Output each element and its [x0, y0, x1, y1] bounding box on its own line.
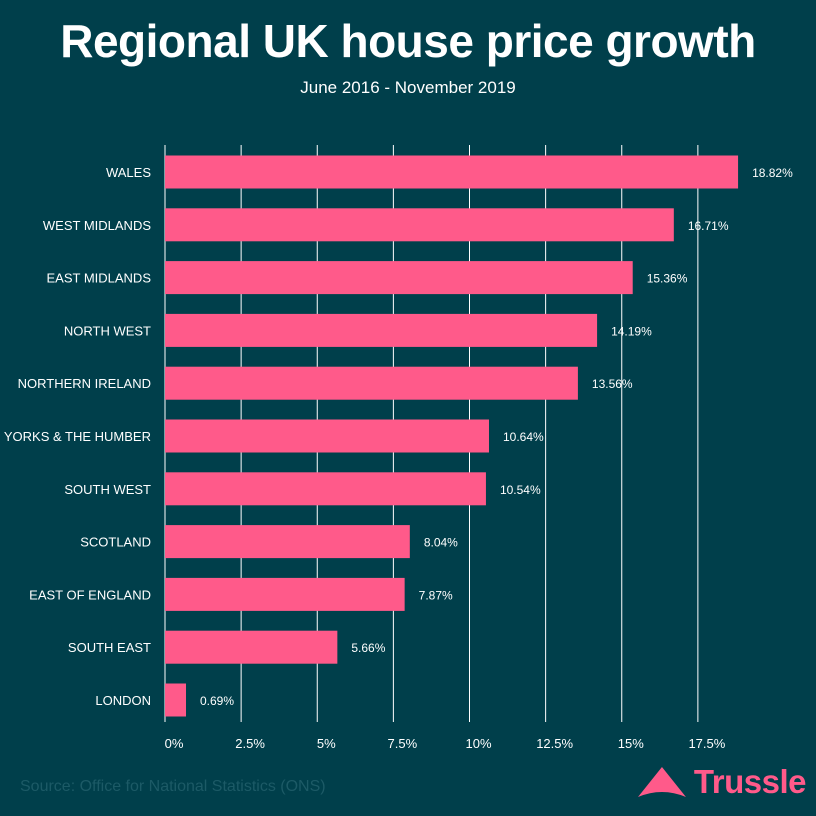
value-label: 7.87%: [419, 588, 453, 602]
bar: [165, 472, 486, 506]
value-label: 5.66%: [351, 641, 385, 655]
category-label: EAST OF ENGLAND: [29, 587, 151, 602]
category-label: WALES: [106, 165, 151, 180]
value-label: 16.71%: [688, 219, 729, 233]
x-tick-label: 15%: [618, 736, 644, 751]
x-tick-label: 5%: [317, 736, 336, 751]
category-label: YORKS & THE HUMBER: [4, 429, 151, 444]
x-tick-label: 10%: [465, 736, 491, 751]
value-label: 13.56%: [592, 377, 633, 391]
x-tick-label: 12.5%: [536, 736, 573, 751]
category-label: NORTHERN IRELAND: [18, 376, 151, 391]
bar: [165, 155, 739, 189]
bar: [165, 525, 410, 559]
category-label: WEST MIDLANDS: [43, 218, 151, 233]
bar: [165, 577, 405, 611]
x-tick-label: 17.5%: [688, 736, 725, 751]
bar: [165, 313, 598, 347]
value-label: 10.64%: [503, 430, 544, 444]
x-tick-label: 7.5%: [388, 736, 418, 751]
value-label: 18.82%: [752, 166, 793, 180]
x-tick-label: 0%: [165, 736, 184, 751]
value-label: 15.36%: [647, 272, 688, 286]
bar: [165, 261, 633, 295]
value-label: 0.69%: [200, 694, 234, 708]
bar: [165, 208, 674, 242]
x-tick-label: 2.5%: [235, 736, 265, 751]
category-label: LONDON: [95, 693, 151, 708]
chart-subtitle: June 2016 - November 2019: [300, 78, 516, 97]
bar: [165, 630, 338, 664]
value-label: 10.54%: [500, 483, 541, 497]
category-label: NORTH WEST: [64, 323, 151, 338]
category-label: EAST MIDLANDS: [46, 271, 151, 286]
category-label: SOUTH EAST: [68, 640, 151, 655]
chart-title: Regional UK house price growth: [60, 15, 756, 67]
bar: [165, 683, 187, 717]
bar: [165, 419, 489, 453]
category-label: SCOTLAND: [80, 535, 151, 550]
brand-name: Trussle: [693, 763, 807, 800]
trussle-logo-icon: [637, 767, 686, 797]
value-label: 14.19%: [611, 324, 652, 338]
source-note: Source: Office for National Statistics (…: [20, 778, 326, 795]
trussle-logo: Trussle: [636, 760, 807, 804]
value-label: 8.04%: [424, 536, 458, 550]
category-label: SOUTH WEST: [64, 482, 151, 497]
bar: [165, 366, 578, 400]
